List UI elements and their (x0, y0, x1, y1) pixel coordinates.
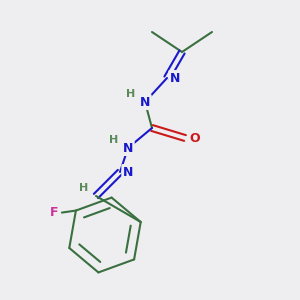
Text: N: N (140, 95, 150, 109)
Text: N: N (123, 166, 133, 178)
Text: N: N (123, 142, 133, 154)
Text: H: H (110, 135, 118, 145)
Text: H: H (126, 89, 136, 99)
Text: N: N (170, 71, 180, 85)
Text: H: H (80, 183, 88, 193)
Text: F: F (50, 206, 58, 219)
Text: O: O (190, 131, 200, 145)
